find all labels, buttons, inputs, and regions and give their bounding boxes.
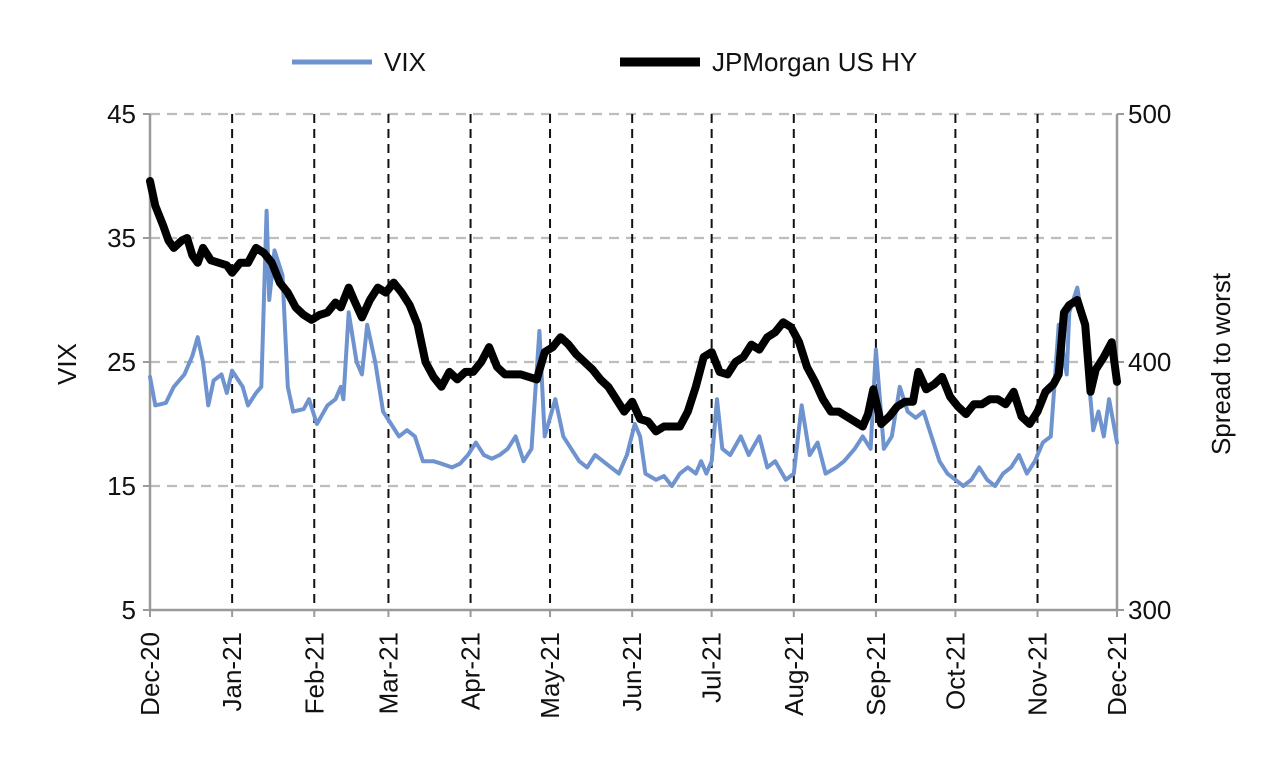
x-tick-label: Dec-21	[1102, 632, 1132, 716]
y-left-tick-label: 25	[107, 347, 136, 377]
legend-label-jpmorgan-us-hy: JPMorgan US HY	[712, 47, 917, 77]
x-tick-label: Dec-20	[135, 632, 165, 716]
x-tick-label: Jun-21	[617, 632, 647, 712]
y-axis-right-title: Spread to worst	[1206, 272, 1236, 455]
series-line-jpmorgan-us-hy	[146, 177, 1121, 436]
x-tick-label: Nov-21	[1023, 632, 1053, 716]
x-tick-label: Sep-21	[861, 632, 891, 716]
x-tick-label: Feb-21	[299, 632, 329, 714]
x-tick-label: Jul-21	[697, 632, 727, 703]
y-left-tick-label: 15	[107, 471, 136, 501]
axes	[143, 113, 1124, 617]
y-axis-left-title: VIX	[52, 343, 82, 385]
x-tick-label: May-21	[535, 632, 565, 719]
x-tick-label: Aug-21	[779, 632, 809, 716]
x-tick-label: Oct-21	[940, 632, 970, 710]
y-left-tick-label: 35	[107, 223, 136, 253]
legend: VIX JPMorgan US HY	[292, 47, 917, 77]
y-left-tick-label: 45	[107, 99, 136, 129]
x-tick-label: Mar-21	[373, 632, 403, 714]
y-right-tick-label: 300	[1128, 595, 1171, 625]
y-right-tick-label: 400	[1128, 347, 1171, 377]
legend-label-vix: VIX	[384, 47, 426, 77]
x-tick-label: Apr-21	[456, 632, 486, 710]
series-line-vix	[148, 208, 1119, 488]
series	[146, 177, 1121, 488]
y-left-tick-label: 5	[122, 595, 136, 625]
tick-labels: 5 15 25 35 45 300 400 500 Dec-20 Jan-21 Feb-21 Mar-…	[107, 99, 1171, 719]
x-tick-label: Jan-21	[217, 632, 247, 712]
gridlines	[150, 112, 1117, 610]
y-right-tick-label: 500	[1128, 99, 1171, 129]
